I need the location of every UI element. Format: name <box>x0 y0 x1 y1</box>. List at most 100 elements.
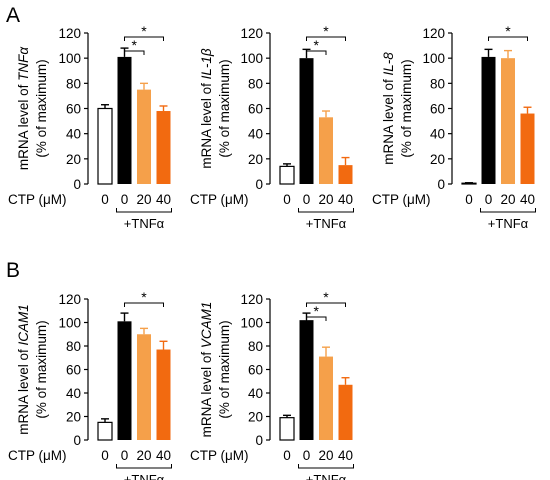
y-tick-label: 100 <box>240 316 263 331</box>
y-tick-label: 100 <box>422 51 445 66</box>
y-axis-label-gene: IL-8 <box>381 52 396 76</box>
y-tick-label: 100 <box>58 51 81 66</box>
y-tick-label: 120 <box>240 292 263 307</box>
treatment-bracket <box>480 208 536 213</box>
y-tick-label: 60 <box>66 102 81 117</box>
x-category-label: 0 <box>465 192 473 207</box>
y-tick-label: 0 <box>255 177 263 192</box>
y-axis-label-prefix: mRNA level of <box>16 345 31 434</box>
x-category-label: 40 <box>156 192 171 207</box>
y-axis-label: mRNA level of IL-1β <box>199 48 214 169</box>
y-tick-label: 80 <box>248 76 263 91</box>
y-axis-label-prefix: mRNA level of <box>381 75 396 164</box>
chart-2: 0 20 40 60 80 100 120 mRNA level of IL-8 (% of m… <box>372 23 536 231</box>
bar-2 <box>501 58 515 184</box>
y-tick-label: 20 <box>430 152 445 167</box>
panel-letter-b: B <box>6 259 20 282</box>
y-tick-label: 40 <box>66 386 81 401</box>
significance-star: * <box>314 37 320 53</box>
y-axis-label-unit: (% of maximum) <box>217 59 232 157</box>
y-axis-label-gene: TNFα <box>16 46 31 81</box>
y-tick-label: 120 <box>58 26 81 41</box>
x-prefix-label: CTP (μM) <box>190 192 249 207</box>
treatment-label: +TNFα <box>488 216 529 231</box>
x-prefix-label: CTP (μM) <box>372 192 431 207</box>
y-tick-label: 60 <box>430 102 445 117</box>
y-tick-label: 100 <box>58 316 81 331</box>
y-tick-label: 80 <box>430 76 445 91</box>
x-category-label: 0 <box>121 448 129 463</box>
treatment-bracket <box>116 464 172 469</box>
y-tick-label: 120 <box>240 26 263 41</box>
treatment-label: +TNFα <box>124 472 165 480</box>
x-prefix-label: CTP (μM) <box>8 448 67 463</box>
y-tick-label: 40 <box>248 386 263 401</box>
treatment-bracket <box>298 208 354 213</box>
y-axis-label-prefix: mRNA level of <box>16 81 31 170</box>
y-axis-label-unit: (% of maximum) <box>34 320 49 418</box>
y-tick-label: 60 <box>66 363 81 378</box>
treatment-label: +TNFα <box>124 216 165 231</box>
y-tick-label: 20 <box>248 410 263 425</box>
bar-0 <box>97 107 113 185</box>
y-tick-label: 0 <box>437 177 445 192</box>
x-category-label: 0 <box>303 448 311 463</box>
y-tick-label: 20 <box>66 410 81 425</box>
x-prefix-label: CTP (μM) <box>8 192 67 207</box>
y-axis-label: mRNA level of VCAM1 <box>199 302 214 438</box>
bar-1 <box>299 320 314 440</box>
significance-star: * <box>141 289 147 305</box>
significance-bracket <box>488 36 528 41</box>
y-tick-label: 120 <box>422 26 445 41</box>
significance-bracket <box>124 36 164 41</box>
y-axis-label-prefix: mRNA level of <box>199 348 214 437</box>
bar-0 <box>97 421 113 441</box>
y-axis-label-gene: VCAM1 <box>199 302 214 349</box>
y-tick-label: 60 <box>248 102 263 117</box>
y-axis-label-unit: (% of maximum) <box>217 320 232 418</box>
bar-3 <box>520 113 535 184</box>
y-tick-label: 100 <box>240 51 263 66</box>
y-tick-label: 20 <box>66 152 81 167</box>
x-category-label: 0 <box>485 192 493 207</box>
treatment-bracket <box>116 208 172 213</box>
x-category-label: 20 <box>318 192 333 207</box>
y-axis-label-unit: (% of maximum) <box>34 59 49 157</box>
x-category-label: 40 <box>156 448 171 463</box>
y-axis-label: mRNA level of IL-8 <box>381 52 396 165</box>
x-category-label: 40 <box>338 192 353 207</box>
bar-1 <box>117 56 132 184</box>
y-tick-label: 80 <box>248 339 263 354</box>
bar-3 <box>338 384 353 440</box>
y-axis-label: mRNA level of TNFα <box>16 46 31 171</box>
significance-bracket <box>306 316 327 321</box>
y-axis-label-unit: (% of maximum) <box>399 59 414 157</box>
x-category-label: 0 <box>121 192 129 207</box>
y-axis-label-gene: IL-1β <box>199 48 214 79</box>
bar-2 <box>137 334 151 440</box>
bar-1 <box>117 321 132 440</box>
y-axis-label: mRNA level of ICAM1 <box>16 304 31 435</box>
y-tick-label: 60 <box>248 363 263 378</box>
x-category-label: 0 <box>303 192 311 207</box>
significance-bracket <box>306 302 346 307</box>
x-category-label: 20 <box>136 192 151 207</box>
y-axis-label-gene: ICAM1 <box>16 304 31 345</box>
x-category-label: 40 <box>338 448 353 463</box>
significance-bracket <box>306 36 346 41</box>
bar-3 <box>156 349 171 440</box>
significance-star: * <box>505 23 511 39</box>
x-category-label: 20 <box>500 192 515 207</box>
bar-2 <box>319 117 333 184</box>
significance-bracket <box>124 302 164 307</box>
significance-star: * <box>323 289 329 305</box>
treatment-label: +TNFα <box>306 472 347 480</box>
x-category-label: 40 <box>520 192 535 207</box>
bar-2 <box>319 356 333 440</box>
bar-3 <box>338 165 353 184</box>
bar-0 <box>279 417 295 441</box>
x-category-label: 0 <box>283 448 291 463</box>
x-category-label: 0 <box>283 192 291 207</box>
y-tick-label: 120 <box>58 292 81 307</box>
